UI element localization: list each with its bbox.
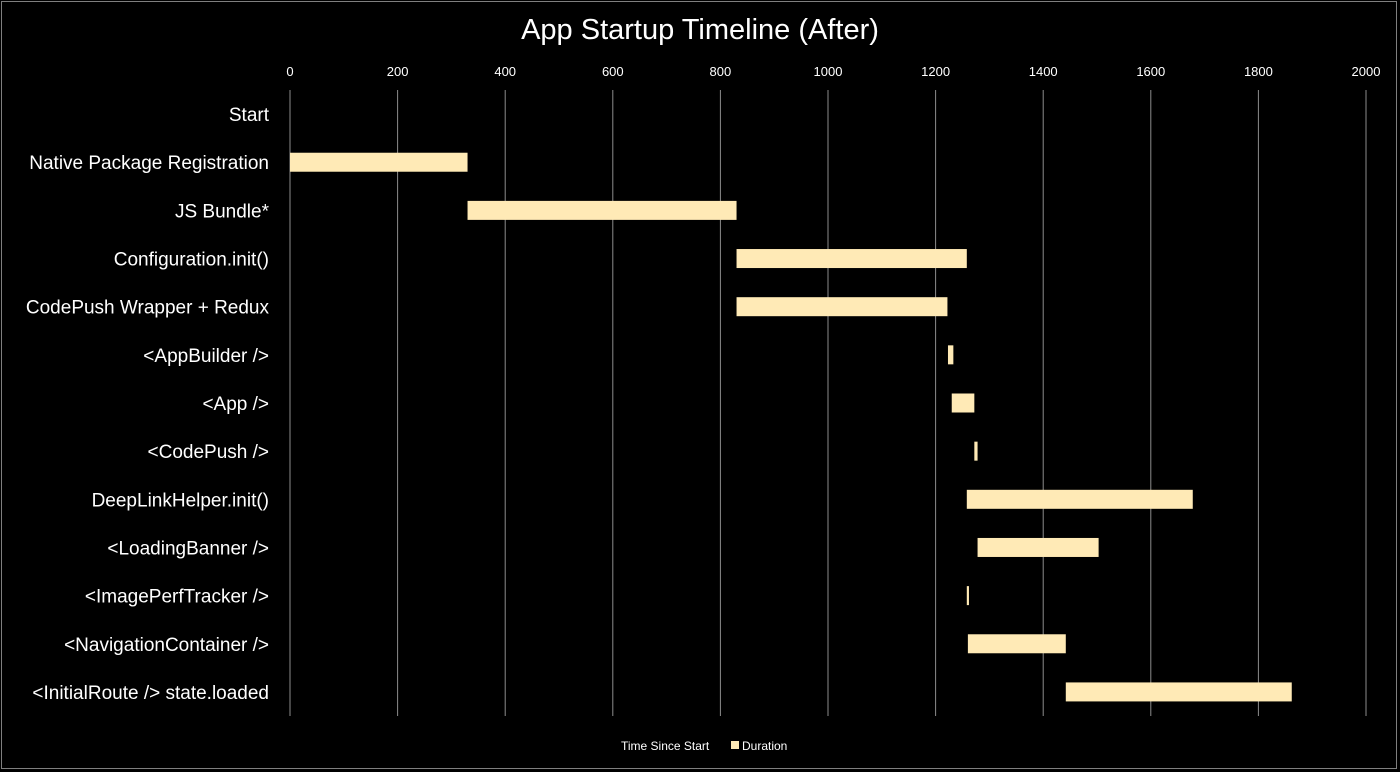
x-axis-tick-labels: 0 200 400 600 800 1000 1200 1400 1600 1800 2000 (286, 64, 1380, 79)
duration-bar (966, 586, 969, 606)
duration-bar (951, 393, 975, 413)
category-label: JS Bundle* (175, 201, 270, 222)
x-tick-label: 800 (710, 64, 732, 79)
legend-entry-duration: Duration (742, 739, 787, 753)
x-tick-label: 0 (286, 64, 293, 79)
category-label: <NavigationContainer /> (64, 635, 269, 656)
duration-bar (967, 634, 1066, 654)
legend-swatch-duration (731, 741, 739, 749)
duration-bar (736, 249, 967, 269)
category-label: <App /> (202, 394, 269, 415)
duration-bar (467, 200, 737, 220)
category-label: <AppBuilder /> (143, 346, 269, 367)
category-label: DeepLinkHelper.init() (92, 490, 269, 511)
category-label: <InitialRoute /> state.loaded (32, 683, 269, 704)
legend: Time Since Start Duration (621, 739, 787, 753)
x-tick-label: 1400 (1029, 64, 1058, 79)
category-label: Start (229, 105, 270, 126)
duration-bar (736, 297, 948, 317)
category-label: <LoadingBanner /> (107, 538, 269, 559)
duration-bar (290, 152, 468, 172)
category-label: Native Package Registration (29, 153, 269, 174)
chart-title: App Startup Timeline (After) (521, 14, 879, 46)
x-tick-label: 2000 (1352, 64, 1381, 79)
duration-bar (966, 489, 1193, 509)
category-label: <CodePush /> (148, 442, 269, 463)
duration-bars (290, 152, 1292, 702)
x-tick-label: 1800 (1244, 64, 1273, 79)
x-tick-label: 1600 (1136, 64, 1165, 79)
duration-bar (977, 537, 1099, 557)
category-label: <ImagePerfTracker /> (85, 587, 269, 608)
duration-bar (947, 345, 954, 365)
duration-bar (1065, 682, 1292, 702)
x-tick-label: 200 (387, 64, 409, 79)
category-label: CodePush Wrapper + Redux (26, 298, 270, 319)
x-tick-label: 400 (494, 64, 516, 79)
duration-bar (974, 441, 978, 461)
gridlines (289, 90, 1367, 716)
x-tick-label: 600 (602, 64, 624, 79)
category-labels: Start Native Package Registration JS Bundl… (26, 105, 270, 704)
x-tick-label: 1000 (814, 64, 843, 79)
category-label: Configuration.init() (114, 250, 269, 271)
x-tick-label: 1200 (921, 64, 950, 79)
legend-entry-time-since-start: Time Since Start (621, 739, 710, 753)
